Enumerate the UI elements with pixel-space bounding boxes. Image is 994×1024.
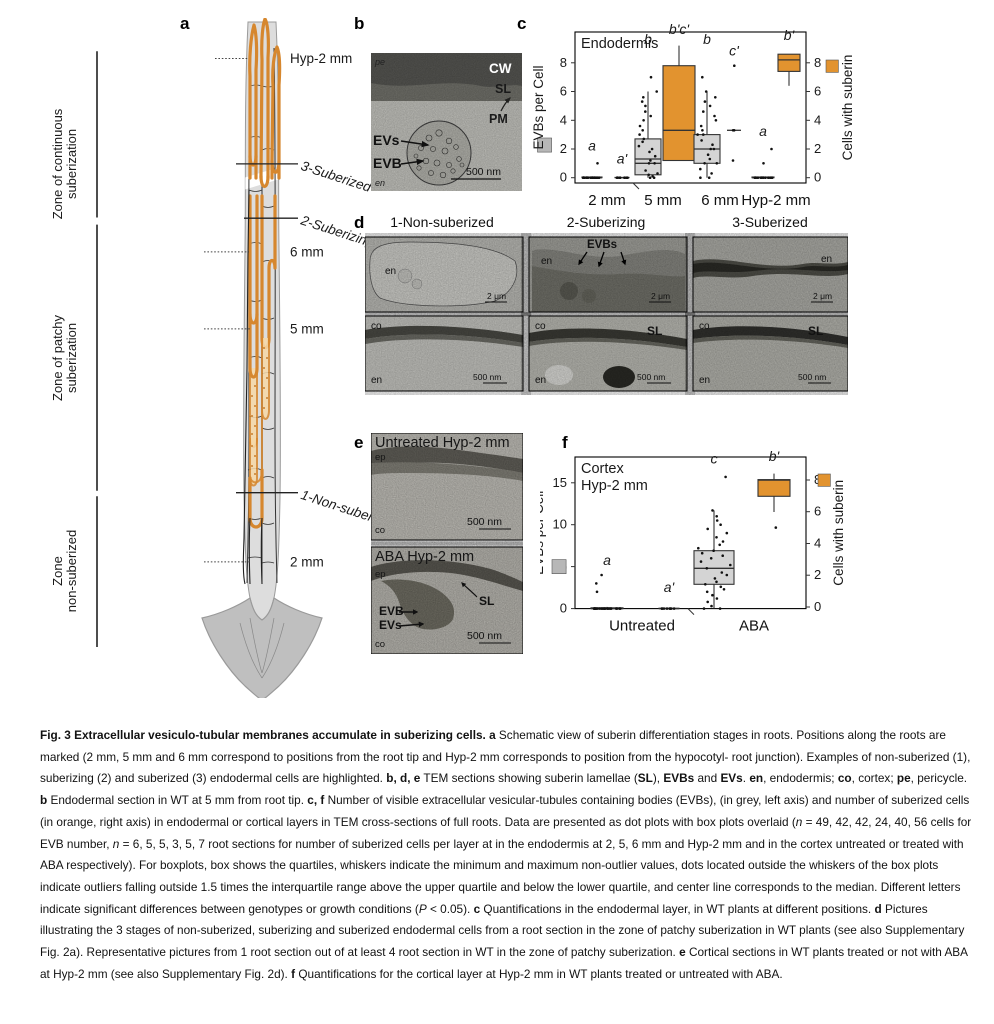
- svg-text:co: co: [375, 639, 385, 650]
- svg-text:6: 6: [814, 84, 821, 99]
- svg-text:EVB: EVB: [379, 604, 404, 618]
- svg-text:2: 2: [814, 567, 821, 582]
- svg-text:0: 0: [814, 599, 821, 614]
- svg-text:b'c': b'c': [669, 21, 690, 37]
- svg-text:suberization: suberization: [64, 129, 79, 199]
- svg-text:en: en: [821, 254, 832, 265]
- svg-text:en: en: [371, 375, 382, 386]
- svg-text:a: a: [759, 123, 767, 139]
- svg-text:4: 4: [560, 112, 567, 127]
- svg-text:SL: SL: [479, 594, 494, 608]
- svg-text:pe: pe: [374, 57, 385, 67]
- svg-text:EVs: EVs: [373, 132, 400, 148]
- svg-text:a': a': [617, 150, 629, 166]
- svg-text:SL: SL: [495, 82, 511, 96]
- svg-text:c: c: [711, 451, 718, 467]
- svg-text:co: co: [535, 321, 546, 332]
- svg-text:5 mm: 5 mm: [644, 192, 682, 209]
- svg-text:2 μm: 2 μm: [651, 291, 670, 301]
- svg-text:6: 6: [560, 84, 567, 99]
- svg-text:500 nm: 500 nm: [637, 372, 665, 382]
- svg-text:b: b: [644, 31, 652, 47]
- svg-text:c': c': [729, 43, 740, 59]
- svg-text:SL: SL: [647, 324, 662, 338]
- svg-text:2 μm: 2 μm: [813, 291, 832, 301]
- svg-text:8: 8: [560, 55, 567, 70]
- svg-text:2: 2: [560, 141, 567, 156]
- svg-text:6 mm: 6 mm: [290, 244, 324, 259]
- svg-text:co: co: [699, 321, 710, 332]
- svg-text:500 nm: 500 nm: [467, 516, 502, 528]
- svg-text:Cells with suberin: Cells with suberin: [831, 480, 846, 586]
- svg-text:en: en: [699, 375, 710, 386]
- svg-text:0: 0: [560, 170, 567, 185]
- svg-text:2 mm: 2 mm: [588, 192, 626, 209]
- svg-text:3-Suberized: 3-Suberized: [299, 158, 373, 195]
- svg-text:Hyp-2 mm: Hyp-2 mm: [581, 478, 648, 494]
- svg-text:500 nm: 500 nm: [473, 372, 501, 382]
- svg-text:en: en: [541, 256, 552, 267]
- svg-text:2 mm: 2 mm: [290, 554, 324, 569]
- svg-text:2 μm: 2 μm: [487, 291, 506, 301]
- svg-text:EVBs: EVBs: [587, 239, 617, 251]
- svg-text:10: 10: [553, 517, 567, 532]
- svg-text:b': b': [784, 27, 796, 43]
- svg-text:EVB: EVB: [373, 155, 402, 171]
- svg-text:SL: SL: [808, 324, 823, 338]
- svg-text:Zone of continuous: Zone of continuous: [50, 108, 65, 219]
- svg-text:2: 2: [814, 141, 821, 156]
- svg-text:ep: ep: [375, 452, 386, 463]
- svg-text:500 nm: 500 nm: [466, 166, 501, 178]
- svg-text:a: a: [603, 552, 611, 568]
- svg-text:Hyp-2 mm: Hyp-2 mm: [290, 51, 352, 66]
- svg-text:Zone of patchy: Zone of patchy: [50, 315, 65, 401]
- svg-text:3-Suberized: 3-Suberized: [732, 216, 808, 230]
- svg-text:co: co: [371, 321, 382, 332]
- svg-text:500 nm: 500 nm: [798, 372, 826, 382]
- svg-text:EVBs per Cell: EVBs per Cell: [531, 65, 546, 149]
- svg-text:4: 4: [814, 112, 821, 127]
- svg-text:en: en: [535, 375, 546, 386]
- svg-text:ABA: ABA: [739, 618, 769, 635]
- svg-text:15: 15: [553, 475, 567, 490]
- svg-text:0: 0: [814, 170, 821, 185]
- svg-text:b': b': [769, 448, 781, 464]
- svg-text:co: co: [375, 525, 385, 536]
- svg-text:EVs: EVs: [379, 618, 402, 632]
- svg-text:Cells with suberin: Cells with suberin: [840, 55, 855, 161]
- svg-text:ABA Hyp-2 mm: ABA Hyp-2 mm: [375, 549, 474, 565]
- svg-text:a': a': [664, 579, 676, 595]
- svg-text:Untreated Hyp-2 mm: Untreated Hyp-2 mm: [375, 435, 510, 451]
- svg-text:b: b: [703, 31, 711, 47]
- svg-text:EVBs per Cell: EVBs per Cell: [540, 491, 546, 575]
- svg-text:ep: ep: [375, 569, 386, 580]
- svg-text:Hyp-2 mm: Hyp-2 mm: [741, 192, 810, 209]
- svg-text:non-suberized: non-suberized: [64, 530, 79, 612]
- svg-text:6 mm: 6 mm: [701, 192, 739, 209]
- svg-text:8: 8: [814, 55, 821, 70]
- svg-text:2-Suberizing: 2-Suberizing: [567, 216, 646, 230]
- svg-text:0: 0: [560, 601, 567, 616]
- svg-text:suberization: suberization: [64, 323, 79, 393]
- svg-text:Zone: Zone: [50, 556, 65, 586]
- svg-text:Cortex: Cortex: [581, 461, 624, 477]
- svg-text:1-Non-suberized: 1-Non-suberized: [390, 216, 494, 230]
- svg-text:6: 6: [814, 504, 821, 519]
- svg-text:CW: CW: [489, 61, 512, 76]
- svg-text:Untreated: Untreated: [609, 618, 675, 635]
- svg-text:PM: PM: [489, 112, 508, 126]
- svg-text:en: en: [375, 178, 385, 188]
- svg-text:5 mm: 5 mm: [290, 321, 324, 336]
- svg-text:a: a: [588, 137, 596, 153]
- svg-text:4: 4: [814, 536, 821, 551]
- svg-text:en: en: [385, 266, 396, 277]
- svg-text:500 nm: 500 nm: [467, 630, 502, 642]
